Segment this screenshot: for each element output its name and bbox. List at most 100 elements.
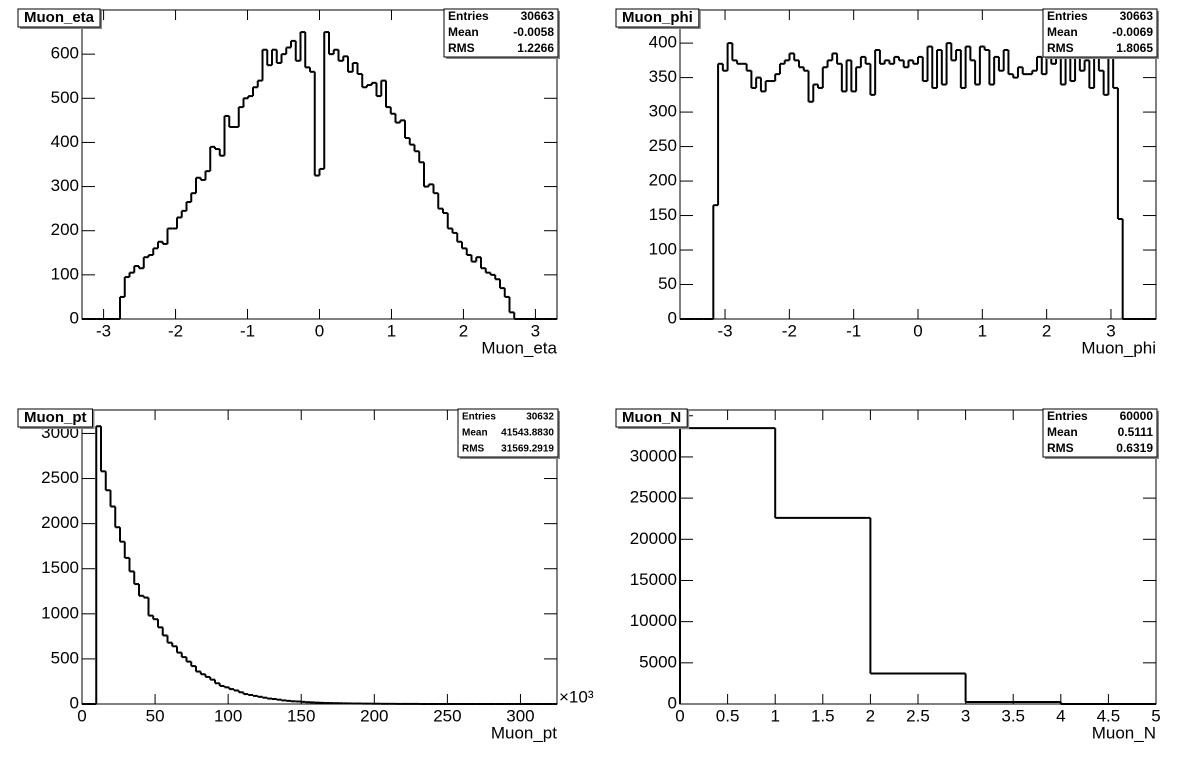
x-axis-label: Muon_phi xyxy=(1081,338,1156,357)
y-tick-label: 500 xyxy=(51,88,79,107)
stats-value: 30663 xyxy=(1120,9,1154,23)
y-tick-label: 350 xyxy=(649,67,677,86)
stats-name: Mean xyxy=(1047,25,1078,39)
x-tick-label: 150 xyxy=(287,706,315,725)
y-tick-label: 150 xyxy=(649,205,677,224)
y-tick-label: 25000 xyxy=(630,488,677,507)
x-tick-label: 1.5 xyxy=(811,706,835,725)
x-tick-label: 1 xyxy=(770,706,779,725)
y-tick-label: 2000 xyxy=(41,513,79,532)
y-tick-label: 50 xyxy=(658,274,677,293)
x-tick-label: -3 xyxy=(717,321,732,340)
stats-value: 0.6319 xyxy=(1116,441,1153,455)
stats-value: 30663 xyxy=(521,9,555,23)
x-tick-label: 3 xyxy=(1106,321,1115,340)
stats-name: Entries xyxy=(1047,409,1088,423)
x-tick-label: 5 xyxy=(1151,706,1160,725)
title-box xyxy=(17,408,93,428)
stats-box xyxy=(457,408,559,458)
y-tick-label: 300 xyxy=(649,102,677,121)
x-tick-label: 3 xyxy=(961,706,970,725)
x-tick-label: 2.5 xyxy=(906,706,930,725)
y-tick-label: 2500 xyxy=(41,468,79,487)
y-tick-label: 0 xyxy=(668,693,677,712)
stats-name: RMS xyxy=(462,444,485,455)
stats-value: -0.0058 xyxy=(513,25,554,39)
stats-name: Mean xyxy=(448,25,479,39)
y-tick-label: 400 xyxy=(51,132,79,151)
x-axis-label: Muon_N xyxy=(1092,723,1156,742)
plot-frame xyxy=(81,9,558,320)
x-tick-label: 0 xyxy=(675,706,684,725)
y-tick-label: 200 xyxy=(51,220,79,239)
title-box xyxy=(615,8,700,28)
stats-name: Entries xyxy=(462,412,496,423)
chart-title: Muon_pt xyxy=(24,409,86,426)
y-tick-label: 100 xyxy=(51,264,79,283)
y-tick-label: 200 xyxy=(649,171,677,190)
y-tick-label: 15000 xyxy=(630,570,677,589)
chart-title: Muon_phi xyxy=(622,9,693,26)
y-tick-label: 1500 xyxy=(41,558,79,577)
y-tick-label: 20000 xyxy=(630,529,677,548)
title-box xyxy=(17,8,101,28)
stats-name: RMS xyxy=(1047,441,1074,455)
x-tick-label: 2 xyxy=(459,321,468,340)
chart-title: Muon_eta xyxy=(24,9,95,26)
stats-name: RMS xyxy=(448,41,475,55)
x-tick-label: 1 xyxy=(978,321,987,340)
stats-name: Entries xyxy=(448,9,489,23)
x-tick-label: 0 xyxy=(77,706,86,725)
x-tick-label: 1 xyxy=(387,321,396,340)
chart-title: Muon_N xyxy=(622,409,681,426)
y-tick-label: 5000 xyxy=(639,652,677,671)
stats-name: RMS xyxy=(1047,41,1074,55)
y-tick-label: 600 xyxy=(51,44,79,63)
title-box xyxy=(615,408,688,428)
x-tick-label: 0 xyxy=(315,321,324,340)
x-tick-label: 100 xyxy=(214,706,242,725)
stats-value: 60000 xyxy=(1120,409,1154,423)
stats-box xyxy=(443,8,559,58)
stats-value: 1.2266 xyxy=(517,41,554,55)
x-tick-label: 4.5 xyxy=(1097,706,1121,725)
stats-value: 30632 xyxy=(526,412,554,423)
y-tick-label: 10000 xyxy=(630,611,677,630)
y-tick-label: 500 xyxy=(51,648,79,667)
stats-name: Mean xyxy=(1047,425,1078,439)
y-tick-label: 100 xyxy=(649,240,677,259)
stats-value: 0.5111 xyxy=(1118,425,1154,439)
x-tick-label: 2 xyxy=(866,706,875,725)
stats-value: 31569.2919 xyxy=(501,444,554,455)
y-tick-label: 0 xyxy=(70,308,79,327)
x-tick-label: 300 xyxy=(506,706,534,725)
x-axis-label: Muon_pt xyxy=(491,723,557,742)
x-tick-label: -3 xyxy=(96,321,111,340)
stats-name: Entries xyxy=(1047,9,1088,23)
x-tick-label: -2 xyxy=(168,321,183,340)
x-tick-label: 3 xyxy=(531,321,540,340)
y-tick-label: 0 xyxy=(668,308,677,327)
y-tick-label: 250 xyxy=(649,136,677,155)
stats-name: Mean xyxy=(462,428,488,439)
x-tick-label: 50 xyxy=(146,706,165,725)
y-tick-label: 1000 xyxy=(41,603,79,622)
y-tick-label: 0 xyxy=(70,693,79,712)
x-tick-label: 3.5 xyxy=(1001,706,1025,725)
x-tick-label: -1 xyxy=(240,321,255,340)
x-tick-label: 2 xyxy=(1042,321,1051,340)
x-tick-label: -1 xyxy=(846,321,861,340)
x-tick-label: 0 xyxy=(913,321,922,340)
x-tick-label: 250 xyxy=(433,706,461,725)
stats-value: 41543.8830 xyxy=(501,428,554,439)
x-axis-exponent: ×10³ xyxy=(559,687,594,706)
stats-box xyxy=(1042,8,1158,58)
stats-value: -0.0069 xyxy=(1112,25,1153,39)
x-tick-label: -2 xyxy=(782,321,797,340)
y-tick-label: 30000 xyxy=(630,446,677,465)
y-tick-label: 300 xyxy=(51,176,79,195)
x-axis-label: Muon_eta xyxy=(481,338,557,357)
stats-box xyxy=(1042,408,1158,458)
x-tick-label: 4 xyxy=(1056,706,1065,725)
